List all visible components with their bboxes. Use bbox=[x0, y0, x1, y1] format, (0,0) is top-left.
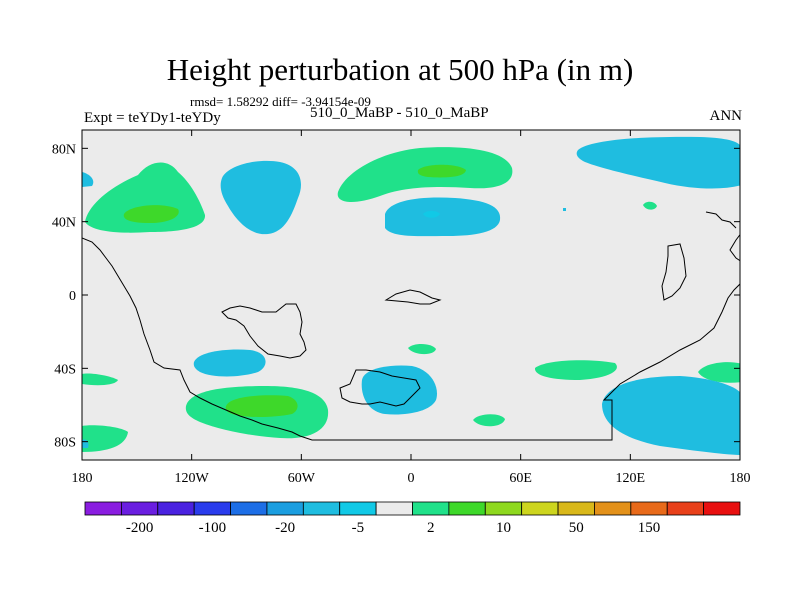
anomaly-positive-core-southern-ocean bbox=[225, 395, 298, 417]
colorbar-swatch bbox=[157, 501, 195, 516]
x-tick-label: 180 bbox=[730, 471, 751, 486]
coastlines bbox=[82, 211, 740, 441]
colorbar-swatch bbox=[484, 501, 523, 516]
y-tick-label: 80N bbox=[52, 142, 76, 157]
anomaly-positive-antarctic-pacific bbox=[82, 425, 128, 452]
anomaly-positive-south-pacific-east bbox=[698, 362, 740, 383]
anomaly-negative-southern-indian bbox=[602, 376, 740, 455]
y-tick-label: 40N bbox=[52, 216, 76, 231]
colorbar-swatch bbox=[630, 501, 668, 516]
case-label: 510_0_MaBP - 510_0_MaBP bbox=[310, 105, 489, 121]
colorbar-swatch bbox=[230, 501, 268, 516]
colorbar-swatch bbox=[375, 501, 413, 516]
colorbar-swatch bbox=[703, 501, 741, 516]
anomaly-negative-small-atlantic bbox=[563, 208, 566, 211]
anomaly-negative-europe bbox=[385, 197, 501, 237]
colorbar-label: 150 bbox=[638, 520, 661, 536]
colorbar-swatch bbox=[521, 501, 559, 516]
anomaly-negative-north-america bbox=[220, 160, 301, 235]
anomaly-positive-core-na-pacific bbox=[123, 205, 179, 223]
anomaly-positive-small-pacific bbox=[643, 201, 657, 210]
colorbar-label: -20 bbox=[275, 520, 295, 536]
coastline-japan bbox=[705, 211, 737, 229]
colorbar-label: -5 bbox=[352, 520, 365, 536]
colorbar-swatch bbox=[339, 501, 377, 516]
contour-layer bbox=[82, 136, 740, 455]
x-tick-label: 0 bbox=[408, 471, 415, 486]
colorbar-swatch bbox=[666, 501, 705, 516]
colorbar-swatch bbox=[302, 501, 341, 516]
colorbar: -200 -100 -20 -5 2 10 50 150 bbox=[84, 501, 741, 536]
colorbar-swatch bbox=[412, 501, 450, 516]
coastline-south-america bbox=[221, 303, 307, 359]
anomaly-positive-south-atlantic bbox=[408, 343, 436, 355]
coastline-east-asia bbox=[729, 233, 740, 262]
axes: 180 120W 60W 0 60E 120E 180 80N 40N 0 40S 80S bbox=[52, 130, 751, 486]
anomaly-negative-core-europe bbox=[423, 211, 440, 218]
colorbar-swatch bbox=[266, 501, 304, 516]
x-tick-label: 120E bbox=[616, 471, 646, 486]
x-tick-label: 120W bbox=[175, 471, 210, 486]
colorbar-swatch bbox=[448, 501, 486, 516]
anomaly-positive-core-atlantic bbox=[417, 164, 466, 178]
y-tick-label: 40S bbox=[54, 362, 76, 377]
coastline-americas bbox=[82, 237, 740, 441]
colorbar-label: -200 bbox=[126, 520, 154, 536]
anomaly-negative-south-atlantic bbox=[361, 365, 437, 415]
x-tick-label: 60W bbox=[288, 471, 316, 486]
anomaly-negative-south-pacific bbox=[193, 349, 266, 377]
page-title: Height perturbation at 500 hPa (in m) bbox=[166, 52, 634, 87]
coastline-small-islands bbox=[384, 289, 442, 305]
colorbar-swatch bbox=[120, 501, 159, 516]
colorbar-swatch bbox=[84, 501, 122, 516]
anomaly-positive-south-pacific-west bbox=[82, 373, 118, 386]
experiment-label: Expt = teYDy1-teYDy bbox=[84, 110, 221, 126]
anomaly-negative-arctic-west bbox=[82, 172, 94, 187]
x-tick-label: 60E bbox=[509, 471, 532, 486]
colorbar-swatch bbox=[594, 501, 632, 516]
anomaly-positive-indian-ocean bbox=[534, 360, 617, 380]
colorbar-swatch bbox=[193, 501, 231, 516]
colorbar-label: -100 bbox=[199, 520, 227, 536]
coastline-antarctic-peninsula bbox=[339, 369, 421, 407]
colorbar-label: 2 bbox=[427, 520, 435, 536]
colorbar-swatch bbox=[557, 501, 595, 516]
y-tick-label: 80S bbox=[54, 436, 76, 451]
anomaly-positive-southern-indian bbox=[473, 414, 505, 427]
anomaly-negative-arctic-east bbox=[576, 136, 740, 189]
x-tick-label: 180 bbox=[72, 471, 93, 486]
rmsd-subtitle: rmsd= 1.58292 diff= -3.94154e-09 bbox=[190, 94, 371, 109]
coastline-indonesia bbox=[661, 243, 687, 301]
colorbar-label: 50 bbox=[569, 520, 584, 536]
season-label: ANN bbox=[709, 108, 743, 124]
y-tick-label: 0 bbox=[69, 289, 76, 304]
colorbar-label: 10 bbox=[496, 520, 511, 536]
